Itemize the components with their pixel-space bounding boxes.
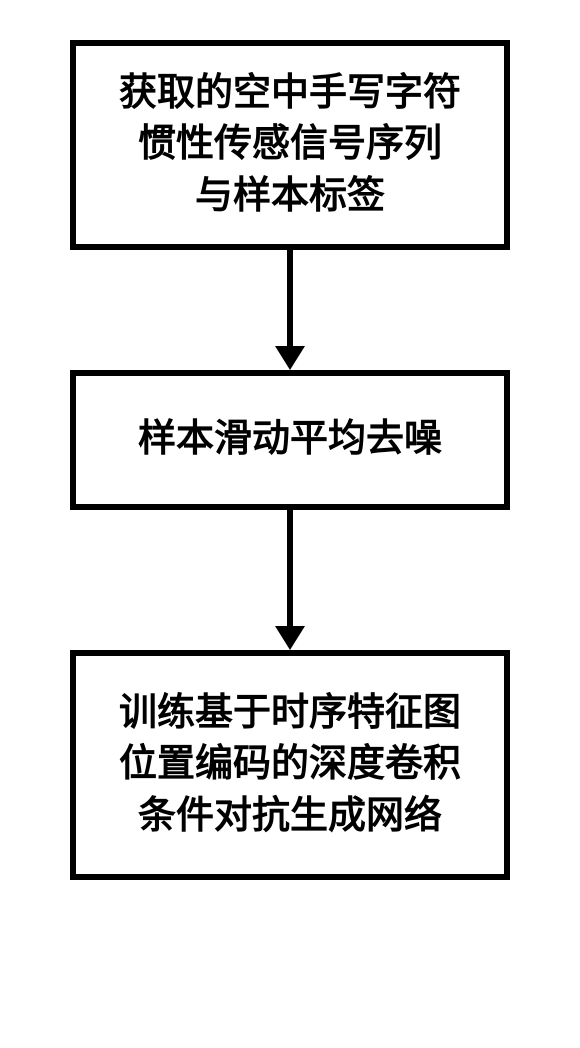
arrow-head-icon	[275, 626, 305, 650]
arrow-line	[287, 250, 293, 346]
flow-arrow-1	[275, 250, 305, 370]
flow-node-2: 样本滑动平均去噪	[70, 370, 510, 510]
flow-node-1-label: 获取的空中手写字符 惯性传感信号序列 与样本标签	[119, 68, 461, 222]
flow-node-2-label: 样本滑动平均去噪	[138, 414, 442, 465]
flow-node-3-label: 训练基于时序特征图 位置编码的深度卷积 条件对抗生成网络	[119, 688, 461, 842]
flow-arrow-2	[275, 510, 305, 650]
flow-node-1: 获取的空中手写字符 惯性传感信号序列 与样本标签	[70, 40, 510, 250]
arrow-head-icon	[275, 346, 305, 370]
flowchart-container: 获取的空中手写字符 惯性传感信号序列 与样本标签 样本滑动平均去噪 训练基于时序…	[70, 40, 510, 880]
flow-node-3: 训练基于时序特征图 位置编码的深度卷积 条件对抗生成网络	[70, 650, 510, 880]
arrow-line	[287, 510, 293, 626]
